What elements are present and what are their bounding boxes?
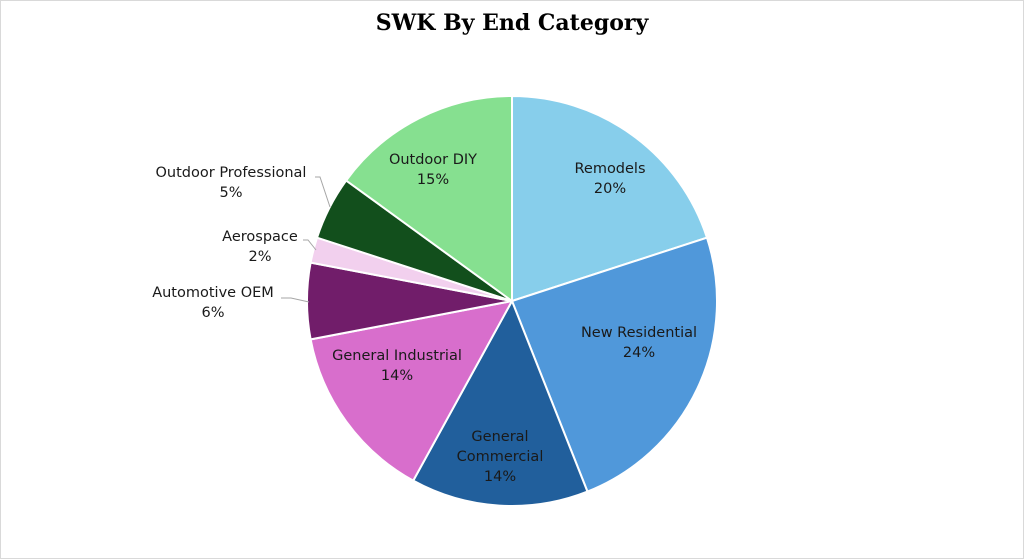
pie-label-outdoor-professional: Outdoor Professional 5% [156,165,307,201]
pie-label-new-residential: New Residential 24% [581,325,697,361]
pie-label-aerospace: Aerospace 2% [222,229,298,265]
pie-slice-general-commercial [411,298,589,507]
pie-labels: Remodels 20% New Residential 24% General Comm… [152,152,697,485]
pie-slices [306,94,718,507]
chart-title: SWK By End Category [375,10,649,36]
leader-line-automotive-oem [281,297,310,303]
pie-slice-general-industrial [309,299,514,482]
leader-line-outdoor-professional [315,176,331,208]
pie-label-automotive-oem: Automotive OEM 6% [152,285,274,321]
pie-label-general-commercial: General Commercial 14% [457,429,544,485]
pie-label-general-industrial: General Industrial 14% [332,348,462,384]
pie-label-remodels: Remodels 20% [574,161,645,197]
pie-slice-remodels [511,94,709,303]
leader-line-aerospace [303,239,317,251]
pie-slice-outdoor-diy [344,94,513,303]
pie-label-outdoor-diy: Outdoor DIY 15% [389,152,477,188]
leader-lines [281,176,331,303]
